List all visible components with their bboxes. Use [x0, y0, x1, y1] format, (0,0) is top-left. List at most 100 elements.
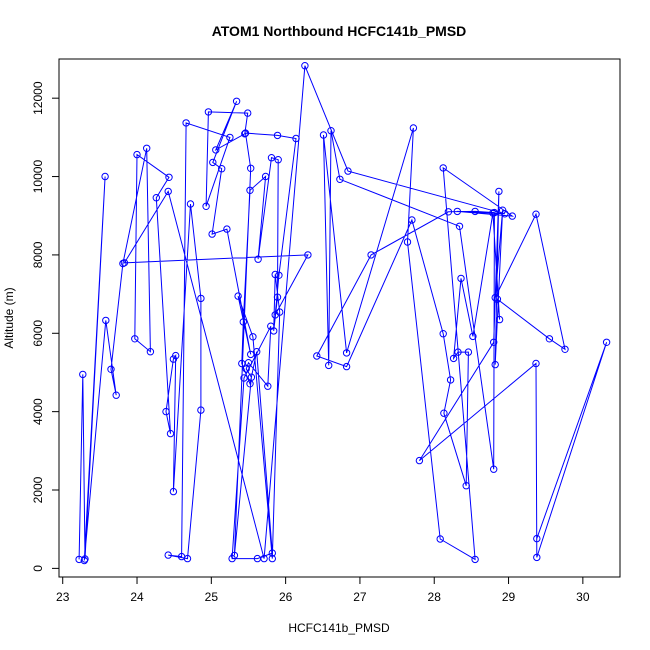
data-point	[268, 549, 276, 557]
data-point	[498, 206, 507, 214]
data-point	[226, 133, 234, 142]
y-tick-label: 0	[31, 565, 45, 572]
data-point	[241, 129, 250, 137]
data-point	[408, 216, 416, 224]
data-point	[267, 322, 275, 330]
data-point	[208, 230, 216, 238]
data-point	[533, 534, 541, 543]
data-point	[267, 154, 276, 162]
data-point	[491, 293, 499, 302]
data-point	[197, 294, 205, 303]
x-axis-label: HCFC141b_PMSD	[288, 621, 390, 635]
y-tick-label: 4000	[31, 398, 45, 425]
x-tick-label: 28	[428, 590, 442, 604]
x-tick-label: 23	[56, 590, 70, 604]
data-point	[439, 330, 447, 338]
data-point	[242, 365, 250, 373]
data-point	[249, 333, 257, 341]
data-point	[218, 165, 226, 173]
x-tick-label: 25	[205, 590, 219, 604]
data-point	[102, 316, 110, 325]
data-point	[602, 338, 611, 346]
data-point	[165, 173, 173, 182]
data-point	[120, 259, 129, 267]
data-point	[223, 225, 231, 233]
data-point	[209, 158, 217, 167]
data-point	[271, 311, 279, 319]
data-point	[204, 108, 213, 116]
data-point	[244, 359, 253, 367]
data-point	[449, 354, 458, 363]
x-tick-label: 29	[502, 590, 516, 604]
data-point	[152, 194, 161, 202]
data-point	[545, 335, 554, 343]
data-point	[453, 207, 461, 216]
data-point	[197, 406, 205, 414]
data-point	[107, 365, 115, 373]
x-tick-label: 30	[576, 590, 590, 604]
data-point	[319, 131, 328, 139]
data-point	[241, 130, 249, 138]
data-point	[533, 553, 541, 562]
data-point	[436, 535, 444, 543]
data-point	[143, 144, 151, 153]
data-point	[182, 119, 190, 127]
data-point	[342, 349, 351, 357]
data-point	[490, 338, 498, 346]
y-tick-label: 12000	[31, 81, 45, 115]
data-point	[446, 376, 455, 384]
y-tick-label: 6000	[31, 320, 45, 347]
data-point	[344, 167, 352, 175]
data-point	[244, 109, 252, 117]
data-point	[491, 360, 499, 369]
data-point	[239, 318, 248, 326]
data-point	[246, 186, 254, 195]
data-point	[403, 238, 412, 246]
data-point	[440, 409, 448, 417]
data-point	[471, 555, 479, 564]
data-point	[439, 164, 447, 172]
data-point	[325, 361, 333, 370]
data-point	[489, 209, 497, 217]
data-point	[261, 172, 270, 181]
data-point	[532, 359, 540, 368]
data-point	[409, 124, 418, 132]
data-point	[490, 465, 498, 473]
x-tick-label: 27	[353, 590, 367, 604]
data-point	[146, 348, 155, 356]
x-axis: 23 24 25 26 27 28 29 30	[56, 576, 590, 604]
data-point	[172, 351, 180, 360]
data-point	[169, 487, 178, 496]
data-point	[313, 352, 321, 360]
data-point	[508, 212, 516, 220]
data-point	[292, 134, 300, 143]
x-tick-label: 24	[130, 590, 144, 604]
data-point	[273, 131, 282, 140]
data-point	[260, 554, 268, 563]
data-point	[532, 210, 540, 218]
x-tick-label: 26	[279, 590, 293, 604]
data-point	[240, 374, 248, 382]
data-point	[495, 187, 503, 196]
data-point	[79, 370, 87, 379]
data-point	[212, 146, 220, 154]
data-point	[464, 348, 473, 356]
data-point	[501, 210, 509, 218]
data-point	[166, 429, 175, 438]
data-point	[455, 222, 464, 231]
data-point	[234, 292, 242, 300]
data-point	[342, 362, 351, 371]
data-point	[254, 255, 262, 263]
data-point	[177, 552, 186, 561]
data-point	[471, 207, 479, 216]
data-point	[101, 172, 109, 181]
y-axis: 0 2000 4000 6000 8000 10000 12000	[31, 81, 60, 572]
data-point	[164, 187, 172, 196]
data-point	[131, 335, 139, 343]
data-point	[561, 345, 569, 353]
chart-title: ATOM1 Northbound HCFC141b_PMSD	[212, 23, 467, 39]
y-tick-label: 8000	[31, 241, 45, 268]
data-point	[162, 407, 170, 416]
data-point	[336, 175, 344, 184]
